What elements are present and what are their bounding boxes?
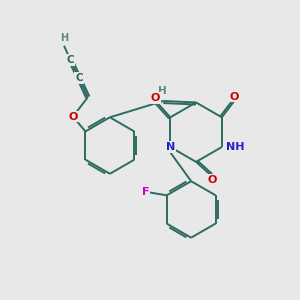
Text: O: O <box>68 112 78 122</box>
Text: O: O <box>230 92 239 101</box>
Text: C: C <box>75 73 83 83</box>
Text: O: O <box>208 175 217 185</box>
Text: H: H <box>60 32 68 43</box>
Text: H: H <box>158 86 166 96</box>
Text: F: F <box>142 187 149 197</box>
Text: O: O <box>151 93 160 103</box>
Text: NH: NH <box>226 142 244 152</box>
Text: C: C <box>67 55 74 65</box>
Text: N: N <box>166 142 175 152</box>
